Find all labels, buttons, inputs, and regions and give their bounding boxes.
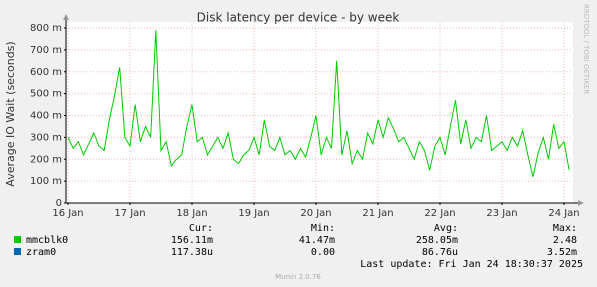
footer: Munin 2.0.76	[275, 273, 321, 281]
y-tick-label: 200 m	[30, 154, 62, 165]
plot-area	[66, 22, 573, 203]
y-tick-label: 100 m	[30, 176, 62, 187]
series-line	[67, 30, 570, 177]
x-arrow	[578, 200, 584, 206]
chart-title: Disk latency per device - by week	[197, 11, 400, 25]
y-tick-label: 0	[56, 198, 62, 209]
legend-label: mmcblk0	[26, 235, 68, 246]
legend-header: Cur:	[189, 223, 213, 234]
y-axis-label: Average IO Wait (seconds)	[4, 41, 17, 186]
y-tick-label: 600 m	[30, 67, 62, 78]
x-tick-label: 17 Jan	[114, 208, 145, 219]
y-tick-label: 700 m	[30, 45, 62, 56]
legend-header: Avg:	[434, 223, 458, 234]
legend-swatch	[14, 248, 21, 255]
legend-label: zram0	[26, 247, 56, 258]
x-tick-label: 21 Jan	[362, 208, 393, 219]
legend-value: 117.38u	[171, 247, 213, 258]
x-tick-label: 24 Jan	[548, 208, 579, 219]
x-tick-label: 20 Jan	[300, 208, 331, 219]
x-tick-label: 23 Jan	[486, 208, 517, 219]
x-tick-label: 19 Jan	[238, 208, 269, 219]
last-update: Last update: Fri Jan 24 18:30:37 2025	[360, 259, 583, 270]
legend-value: 3.52m	[547, 247, 577, 258]
legend-value: 0.00	[311, 247, 335, 258]
y-tick-label: 400 m	[30, 111, 62, 122]
y-tick-label: 800 m	[30, 23, 62, 34]
x-tick-label: 18 Jan	[176, 208, 207, 219]
x-tick-label: 16 Jan	[52, 208, 83, 219]
legend-value: 2.48	[553, 235, 577, 246]
side-text: RRDTOOL / TOBI OETIKER	[582, 4, 590, 94]
x-tick-label: 22 Jan	[424, 208, 455, 219]
y-tick-label: 300 m	[30, 132, 62, 143]
y-tick-label: 500 m	[30, 89, 62, 100]
legend-value: 156.11m	[171, 235, 213, 246]
legend-swatch	[14, 236, 21, 243]
legend-header: Max:	[553, 223, 577, 234]
legend: Cur: Min: Avg: Max: mmcblk0 156.11m 41.47m 258.…	[14, 223, 577, 258]
legend-value: 41.47m	[299, 235, 335, 246]
legend-header: Min:	[311, 223, 335, 234]
legend-value: 86.76u	[422, 247, 458, 258]
legend-value: 258.05m	[416, 235, 458, 246]
y-arrow	[63, 14, 69, 20]
